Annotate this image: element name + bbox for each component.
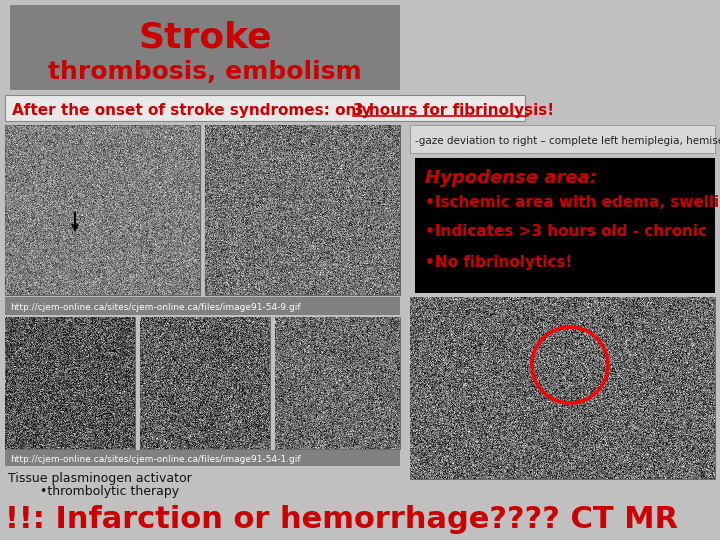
Text: 3 hours for fibrinolysis!: 3 hours for fibrinolysis! <box>353 104 554 118</box>
FancyBboxPatch shape <box>410 125 715 153</box>
Text: After the onset of stroke syndromes: only: After the onset of stroke syndromes: onl… <box>12 104 377 118</box>
FancyBboxPatch shape <box>275 317 400 449</box>
FancyBboxPatch shape <box>5 450 400 466</box>
Text: •Indicates >3 hours old - chronic: •Indicates >3 hours old - chronic <box>425 225 707 240</box>
Text: Hypodense area:: Hypodense area: <box>425 169 597 187</box>
FancyBboxPatch shape <box>5 125 200 295</box>
FancyBboxPatch shape <box>10 5 400 90</box>
FancyBboxPatch shape <box>5 317 135 449</box>
FancyBboxPatch shape <box>5 95 525 121</box>
FancyBboxPatch shape <box>410 297 715 479</box>
Text: http://cjem-online.ca/sites/cjem-online.ca/files/image91-54-1.gif: http://cjem-online.ca/sites/cjem-online.… <box>10 455 301 463</box>
Text: Stroke: Stroke <box>138 21 272 55</box>
FancyBboxPatch shape <box>5 297 400 315</box>
Text: !!: Infarction or hemorrhage???? CT MR: !!: Infarction or hemorrhage???? CT MR <box>5 505 678 534</box>
Text: Tissue plasminogen activator: Tissue plasminogen activator <box>8 472 192 485</box>
Text: thrombosis, embolism: thrombosis, embolism <box>48 60 362 84</box>
Text: •thrombolytic therapy: •thrombolytic therapy <box>8 485 179 498</box>
FancyBboxPatch shape <box>415 158 715 293</box>
Text: •Ischemic area with edema, swelling: •Ischemic area with edema, swelling <box>425 194 720 210</box>
Text: -gaze deviation to right – complete left hemiplegia, hemisensory loss: -gaze deviation to right – complete left… <box>415 136 720 146</box>
FancyBboxPatch shape <box>140 317 270 449</box>
Text: •No fibrinolytics!: •No fibrinolytics! <box>425 254 572 269</box>
FancyBboxPatch shape <box>205 125 400 295</box>
Text: http://cjem-online.ca/sites/cjem-online.ca/files/image91-54-9.gif: http://cjem-online.ca/sites/cjem-online.… <box>10 302 301 312</box>
